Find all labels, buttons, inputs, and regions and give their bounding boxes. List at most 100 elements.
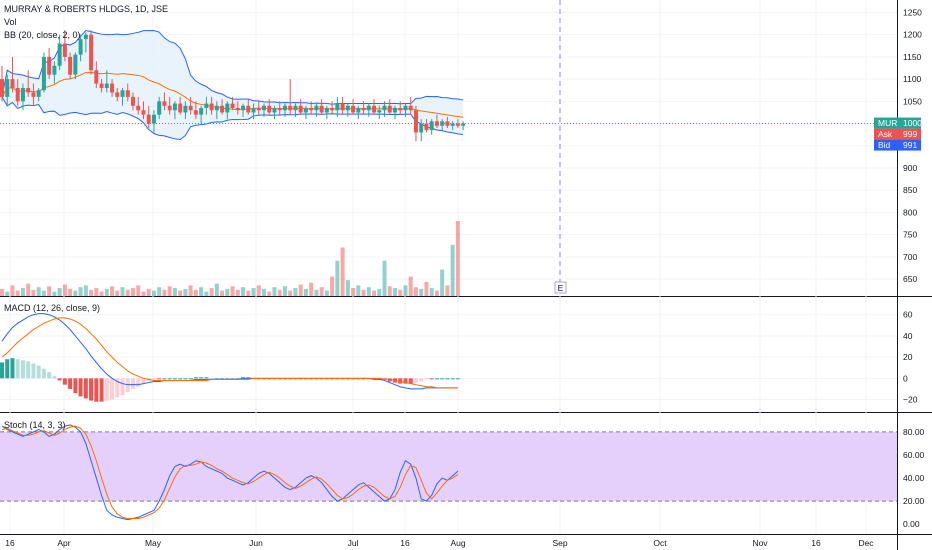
volume-bar bbox=[330, 276, 335, 296]
volume-bar bbox=[131, 288, 135, 296]
macd-histogram-bar bbox=[10, 358, 15, 379]
price-tick-label: 800 bbox=[903, 207, 917, 217]
macd-histogram-bar bbox=[73, 378, 78, 394]
macd-histogram-bar bbox=[450, 378, 455, 380]
macd-histogram-bar bbox=[83, 378, 88, 399]
macd-histogram-bar bbox=[125, 378, 130, 393]
macd-histogram-bar bbox=[403, 378, 408, 384]
volume-bar bbox=[424, 281, 429, 296]
candle-body bbox=[41, 56, 46, 91]
macd-histogram-bar bbox=[62, 378, 67, 385]
macd-histogram-bar bbox=[131, 378, 135, 389]
candle-body bbox=[172, 103, 177, 111]
stoch-k-line bbox=[1, 424, 459, 521]
volume-bar bbox=[246, 290, 251, 296]
volume-bar bbox=[303, 288, 308, 296]
volume-bar bbox=[377, 288, 382, 296]
volume-bar bbox=[141, 291, 146, 296]
volume-bar bbox=[398, 289, 403, 296]
volume-bar bbox=[89, 289, 94, 296]
candle-body bbox=[382, 105, 387, 111]
symbol-title[interactable]: MURRAY & ROBERTS HLDGS, 1D, JSE bbox=[4, 4, 169, 14]
time-axis-label: 16 bbox=[400, 538, 410, 548]
stoch-legend-wrap: Stoch (14, 3, 3) bbox=[4, 419, 66, 432]
candle-body bbox=[104, 83, 109, 88]
price-tag-value: 1000 bbox=[903, 118, 922, 128]
volume-bar bbox=[172, 288, 177, 296]
macd-histogram-bar bbox=[15, 359, 20, 379]
macd-legend[interactable]: MACD (12, 26, close, 9) bbox=[4, 303, 101, 313]
candle-body bbox=[52, 65, 57, 75]
macd-histogram-bar bbox=[57, 378, 62, 381]
macd-histogram-bar bbox=[167, 378, 172, 380]
candle-body bbox=[157, 101, 162, 115]
macd-histogram-bar bbox=[41, 368, 46, 379]
volume-bar bbox=[110, 286, 115, 296]
candle-body bbox=[131, 96, 135, 106]
volume-bar bbox=[52, 291, 57, 296]
time-axis-label: 16 bbox=[5, 538, 15, 548]
volume-bar bbox=[387, 286, 392, 296]
candle-body bbox=[125, 90, 130, 97]
macd-histogram-bar bbox=[398, 378, 403, 384]
volume-bar bbox=[319, 287, 324, 296]
candle-body bbox=[387, 105, 392, 113]
candle-body bbox=[141, 110, 146, 115]
volume-bar bbox=[413, 287, 418, 296]
macd-signal-line bbox=[1, 317, 458, 389]
candle-body bbox=[199, 108, 204, 115]
volume-bar bbox=[225, 288, 230, 296]
time-axis-label: 16 bbox=[811, 538, 821, 548]
candle-body bbox=[178, 103, 183, 113]
volume-bar bbox=[57, 288, 62, 296]
macd-histogram-bar bbox=[209, 378, 214, 380]
candle-body bbox=[225, 103, 230, 113]
macd-histogram-bar bbox=[99, 378, 104, 402]
time-axis-label: Sep bbox=[552, 538, 567, 548]
macd-histogram-bar bbox=[188, 378, 193, 380]
price-legend: MURRAY & ROBERTS HLDGS, 1D, JSE Vol BB (… bbox=[4, 3, 168, 42]
macd-histogram-bar bbox=[377, 378, 382, 380]
candle-body bbox=[220, 105, 225, 113]
volume-bar bbox=[31, 289, 36, 296]
macd-histogram-bar bbox=[455, 378, 460, 380]
volume-bar bbox=[298, 284, 303, 296]
candle-body bbox=[377, 110, 382, 113]
stoch-d-line bbox=[1, 425, 459, 519]
macd-histogram-bar bbox=[0, 362, 4, 379]
candle-body bbox=[99, 83, 104, 88]
time-axis-label: Aug bbox=[450, 538, 465, 548]
candle-body bbox=[455, 123, 460, 126]
volume-bar bbox=[393, 288, 397, 296]
volume-bar bbox=[151, 290, 156, 296]
bb-legend[interactable]: BB (20, close, 2, 0) bbox=[4, 30, 81, 40]
volume-bar bbox=[167, 286, 172, 296]
volume-bar bbox=[68, 288, 73, 296]
price-tag-value: 991 bbox=[903, 140, 917, 150]
candle-body bbox=[398, 108, 403, 111]
volume-bar bbox=[455, 221, 460, 296]
volume-bar bbox=[15, 290, 20, 296]
volume-bar bbox=[434, 290, 439, 296]
stoch-legend[interactable]: Stoch (14, 3, 3) bbox=[4, 420, 66, 430]
volume-bar bbox=[382, 260, 387, 296]
volume-bar bbox=[324, 290, 329, 296]
macd-histogram-bar bbox=[162, 378, 167, 380]
price-tag-bid bbox=[874, 139, 921, 151]
volume-bar bbox=[408, 276, 413, 296]
candle-body bbox=[73, 54, 78, 75]
candle-body bbox=[419, 123, 424, 133]
volume-bar bbox=[262, 288, 266, 296]
volume-legend[interactable]: Vol bbox=[4, 17, 17, 27]
volume-bar bbox=[115, 290, 120, 296]
volume-bar bbox=[136, 285, 141, 296]
candle-body bbox=[31, 92, 36, 97]
candle-body bbox=[167, 105, 172, 111]
volume-bar bbox=[267, 291, 272, 296]
volume-bar bbox=[209, 288, 214, 296]
candle-body bbox=[314, 105, 319, 111]
volume-bar bbox=[288, 290, 293, 296]
candle-body bbox=[193, 110, 198, 115]
macd-histogram-bar bbox=[141, 378, 146, 384]
